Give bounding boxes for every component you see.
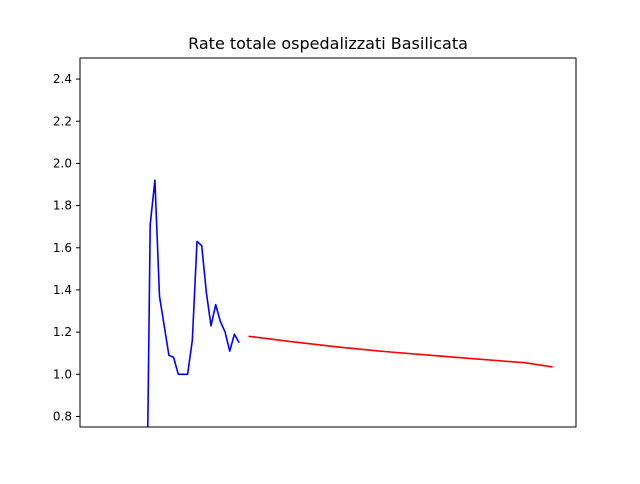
y-axis: 0.8 1.0 1.2 1.4 1.6 1.8 2.0 2.2 2.4 (53, 72, 80, 423)
y-tick-label: 2.4 (53, 72, 72, 86)
y-tick-label: 2.2 (53, 114, 72, 128)
y-tick-label: 1.4 (53, 283, 72, 297)
y-tick-label: 1.8 (53, 199, 72, 213)
y-tick-label: 1.6 (53, 241, 72, 255)
chart-title: Rate totale ospedalizzati Basilicata (188, 34, 468, 53)
axes-frame (79, 57, 577, 428)
series-line-2 (248, 335, 553, 368)
plot-area (147, 179, 553, 427)
series-line-1 (147, 179, 240, 427)
y-tick-label: 1.0 (53, 367, 72, 381)
y-tick-label: 0.8 (53, 409, 72, 423)
y-tick-label: 1.2 (53, 325, 72, 339)
y-tick-label: 2.0 (53, 156, 72, 170)
